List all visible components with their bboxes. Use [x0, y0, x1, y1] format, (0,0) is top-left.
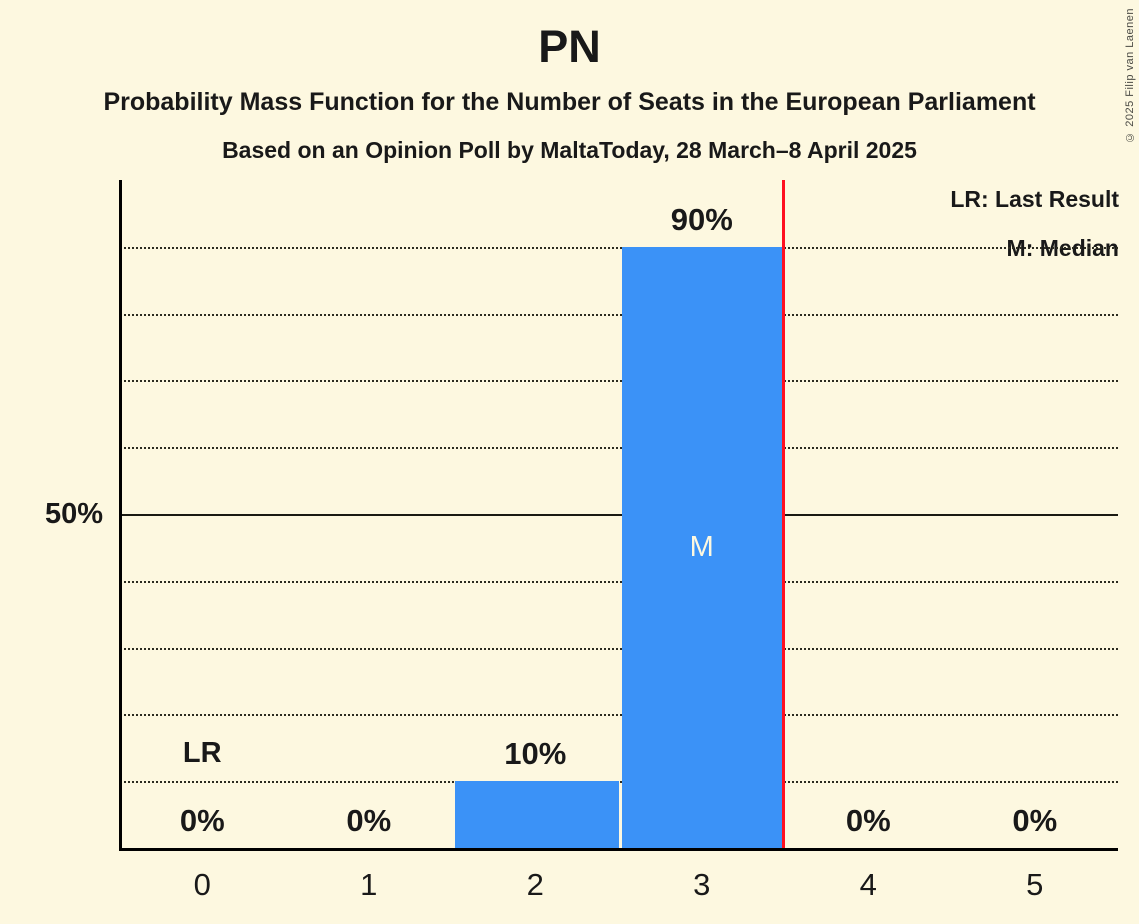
- chart-subtitle-secondary: Based on an Opinion Poll by MaltaToday, …: [222, 137, 917, 163]
- bar[interactable]: [621, 246, 785, 848]
- x-axis-tick-label: 0: [193, 867, 211, 902]
- bar[interactable]: [455, 781, 619, 848]
- copyright-notice: © 2025 Filip van Laenen: [1124, 8, 1136, 143]
- gridline-minor: [120, 580, 1118, 583]
- bar-value-label: 0%: [845, 803, 891, 838]
- y-axis-tick-label-50: 50%: [44, 498, 103, 530]
- gridline-minor: [120, 781, 1118, 784]
- gridline-major: [120, 514, 1118, 516]
- bar-value-label: 0%: [179, 803, 225, 838]
- last-result-marker: LR: [182, 737, 222, 770]
- gridline-minor: [120, 447, 1118, 450]
- bar-value-label: 0%: [346, 803, 392, 838]
- x-axis-tick-label: 4: [859, 867, 877, 902]
- gridline-minor: [120, 380, 1118, 383]
- chart-title: PN: [538, 21, 601, 72]
- median-marker: M: [689, 531, 714, 564]
- x-axis-line: [119, 848, 1118, 851]
- legend-item-last-result: LR: Last Result: [950, 186, 1119, 212]
- gridline-minor: [120, 313, 1118, 316]
- x-axis-tick-label: 1: [360, 867, 378, 902]
- bar-value-label: 10%: [504, 736, 567, 772]
- plot-area: [119, 180, 1118, 851]
- bar-value-label: 0%: [1012, 803, 1058, 838]
- x-axis-tick-label: 3: [693, 867, 711, 902]
- gridline-minor: [120, 246, 1118, 249]
- gridline-minor: [120, 647, 1118, 650]
- x-axis-tick-label: 5: [1026, 867, 1044, 902]
- y-axis-line: [119, 180, 122, 848]
- chart-subtitle-primary: Probability Mass Function for the Number…: [103, 88, 1036, 116]
- gridline-minor: [120, 714, 1118, 717]
- last-result-line: [782, 180, 785, 848]
- bar-value-label: 90%: [670, 201, 733, 237]
- x-axis-tick-label: 2: [526, 867, 544, 902]
